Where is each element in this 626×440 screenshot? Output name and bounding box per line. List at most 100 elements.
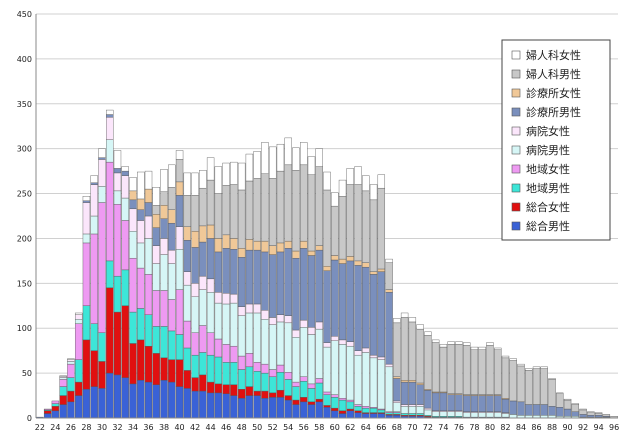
bar-segment (245, 153, 254, 182)
bar-segment (300, 164, 308, 242)
bar-segment (587, 411, 595, 413)
bar-segment (214, 193, 223, 239)
bar-segment (90, 215, 98, 235)
x-tick-label: 50 (252, 423, 262, 432)
bar-segment (268, 245, 277, 255)
bar-segment (160, 169, 168, 192)
bar-segment (486, 395, 494, 412)
bar-segment (509, 358, 517, 361)
bar-segment (393, 400, 401, 403)
axes (35, 14, 618, 419)
bar-segment (253, 249, 261, 305)
bar-segment (548, 378, 556, 380)
bar-segment (338, 344, 347, 399)
bar-segment (416, 328, 424, 384)
bar-segment (416, 404, 424, 407)
bar-segment (222, 293, 230, 305)
y-tick-label: 400 (17, 55, 32, 64)
bar-segment (144, 170, 153, 190)
bar-segment (362, 407, 370, 413)
bar-segment (276, 170, 285, 244)
bar-segment (470, 346, 479, 350)
bar-segment (222, 234, 230, 249)
bar-segment (408, 406, 417, 414)
bar-segment (393, 378, 401, 402)
bar-segment (540, 366, 548, 369)
bar-segment (393, 322, 401, 377)
bar-segment (121, 377, 129, 419)
bar-segment (338, 179, 347, 197)
bar-segment (284, 248, 292, 316)
bar-segment (377, 413, 386, 419)
bar-segment (354, 410, 362, 413)
bar-segment (338, 398, 347, 401)
bar-segment (82, 233, 91, 244)
bar-segment (268, 254, 277, 318)
bar-segment (331, 340, 339, 395)
bar-segment (82, 305, 91, 341)
bar-segment (191, 390, 199, 419)
bar-segment (408, 413, 417, 416)
bar-segment (160, 218, 168, 239)
bar-segment (261, 251, 269, 311)
bar-segment (439, 392, 448, 412)
bar-segment (261, 173, 269, 242)
bar-segment (261, 390, 269, 399)
bar-segment (152, 205, 160, 215)
bar-segment (121, 170, 129, 176)
bar-segment (431, 342, 440, 393)
bar-segment (369, 199, 378, 272)
bar-segment (416, 413, 424, 416)
bar-segment (478, 346, 486, 350)
bar-segment (525, 370, 533, 405)
bar-segment (354, 404, 362, 407)
legend-swatch (511, 69, 521, 79)
bar-segment (230, 345, 238, 363)
bar-segment (59, 377, 67, 380)
bar-segment (284, 164, 292, 242)
bar-segment (67, 401, 75, 419)
legend-label: 総合女性 (526, 200, 570, 214)
bar-segment (175, 181, 184, 196)
bar-segment (439, 344, 448, 348)
bar-segment (594, 413, 603, 416)
bar-segment (144, 345, 153, 383)
bar-segment (82, 202, 91, 235)
bar-segment (183, 226, 192, 241)
bar-segment (400, 406, 409, 414)
bar-segment (292, 170, 300, 252)
x-tick-label: 84 (516, 423, 526, 432)
bar-segment (199, 390, 207, 419)
x-tick-label: 82 (500, 423, 510, 432)
bar-segment (237, 389, 246, 399)
legend-swatch (511, 202, 521, 212)
bar-segment (268, 397, 277, 419)
bar-segment (43, 408, 52, 411)
bar-segment (385, 292, 393, 365)
bar-segment (137, 242, 145, 269)
x-tick-label: 66 (376, 423, 386, 432)
bar-segment (230, 293, 238, 304)
bar-segment (494, 349, 502, 395)
x-tick-label: 54 (283, 423, 293, 432)
bar-segment (369, 354, 378, 359)
bar-segment (129, 190, 137, 201)
bar-segment (175, 150, 184, 160)
bar-segment (556, 393, 564, 408)
bar-segment (113, 275, 122, 313)
bar-segment (121, 269, 129, 306)
bar-segment (113, 168, 122, 174)
x-tick-label: 42 (190, 423, 200, 432)
bar-segment (548, 406, 556, 416)
bar-segment (323, 391, 331, 395)
bars (36, 109, 618, 419)
bar-segment (51, 406, 60, 412)
x-tick-label: 60 (330, 423, 340, 432)
bar-segment (214, 356, 223, 385)
bar-segment (82, 200, 91, 203)
bar-segment (82, 242, 91, 306)
bar-segment (152, 326, 160, 354)
bar-segment (160, 326, 168, 359)
bar-segment (206, 392, 215, 419)
bar-segment (532, 366, 541, 369)
